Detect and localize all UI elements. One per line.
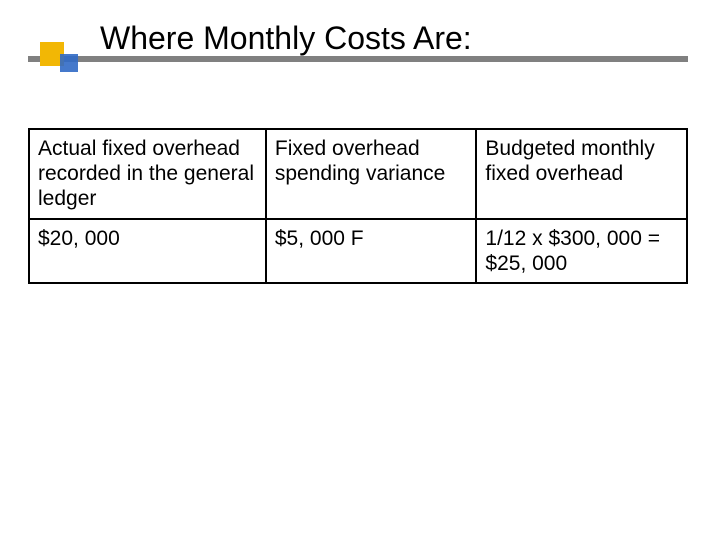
table-cell: Actual fixed overhead recorded in the ge… bbox=[29, 129, 266, 219]
table-cell: Budgeted monthly fixed overhead bbox=[476, 129, 687, 219]
table-cell: $5, 000 F bbox=[266, 219, 477, 283]
table-row: Actual fixed overhead recorded in the ge… bbox=[29, 129, 687, 219]
page-title: Where Monthly Costs Are: bbox=[100, 20, 472, 57]
table-cell: $20, 000 bbox=[29, 219, 266, 283]
accent-square-blue bbox=[60, 54, 78, 72]
costs-table: Actual fixed overhead recorded in the ge… bbox=[28, 128, 688, 284]
table-row: $20, 000 $5, 000 F 1/12 x $300, 000 = $2… bbox=[29, 219, 687, 283]
table-cell: Fixed overhead spending variance bbox=[266, 129, 477, 219]
table-cell: 1/12 x $300, 000 = $25, 000 bbox=[476, 219, 687, 283]
